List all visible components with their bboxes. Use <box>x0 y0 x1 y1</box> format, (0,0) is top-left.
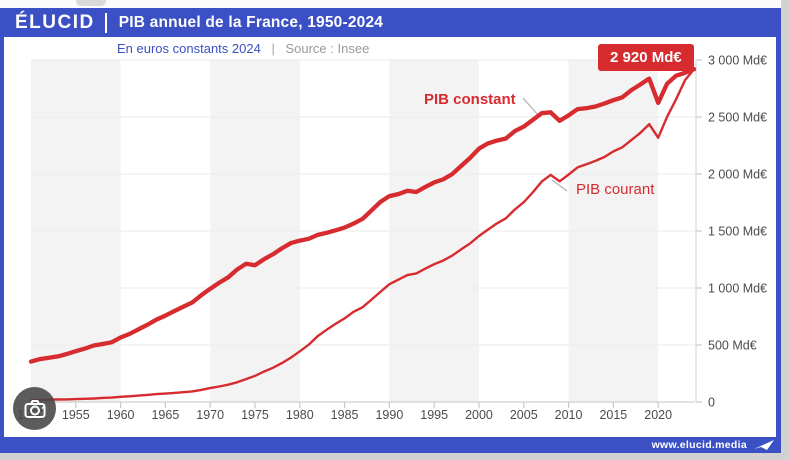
subtitle-unit-note: En euros constants 2024 <box>117 41 261 56</box>
footer-bar: www.elucid.media <box>0 437 789 453</box>
x-tick-label: 1975 <box>241 408 269 422</box>
y-tick-label: 2 500 Md€ <box>708 111 767 125</box>
chart-header: ÉLUCID PIB annuel de la France, 1950-202… <box>0 8 781 37</box>
page-bottom-strip <box>0 453 789 460</box>
card-border-left <box>0 8 4 453</box>
subtitle-source: Source : Insee <box>285 41 370 56</box>
page-top-strip <box>0 0 781 8</box>
elucid-logo: ÉLUCID <box>15 11 95 33</box>
y-tick-label: 500 Md€ <box>708 339 757 353</box>
elucid-logo-icon <box>754 440 774 450</box>
x-tick-label: 2010 <box>555 408 583 422</box>
chart-subtitle: En euros constants 2024 | Source : Insee <box>117 41 369 56</box>
x-tick-label: 1955 <box>62 408 90 422</box>
y-tick-label: 1 500 Md€ <box>708 225 767 239</box>
x-tick-label: 2000 <box>465 408 493 422</box>
pib-constant-line <box>28 66 697 364</box>
x-tick-label: 1970 <box>196 408 224 422</box>
page-right-strip <box>781 0 789 460</box>
x-tick-label: 1990 <box>375 408 403 422</box>
x-tick-label: 2005 <box>510 408 538 422</box>
subtitle-separator: | <box>271 41 275 56</box>
chart-title: PIB annuel de la France, 1950-2024 <box>118 13 384 31</box>
footer-url: www.elucid.media <box>651 439 747 451</box>
screenshot-overlay-button[interactable] <box>13 387 56 430</box>
series-label-pib-courant: PIB courant <box>576 181 655 198</box>
header-divider <box>104 12 107 33</box>
x-tick-label: 2020 <box>644 408 672 422</box>
y-tick-label: 1 000 Md€ <box>708 282 767 296</box>
y-tick-label: 2 000 Md€ <box>708 168 767 182</box>
pib-courant-line <box>29 67 696 402</box>
y-tick-label: 3 000 Md€ <box>708 54 767 68</box>
constant-label-connector <box>522 97 540 117</box>
x-tick-label: 1965 <box>151 408 179 422</box>
browser-tab-hint <box>76 0 106 6</box>
x-tick-label: 2015 <box>599 408 627 422</box>
series-label-pib-constant: PIB constant <box>424 91 516 108</box>
x-tick-label: 1980 <box>286 408 314 422</box>
x-tick-label: 1985 <box>331 408 359 422</box>
courant-label-connector <box>551 179 568 192</box>
card-border-right <box>776 8 781 453</box>
end-value-badge: 2 920 Md€ <box>598 44 694 71</box>
x-tick-label: 1995 <box>420 408 448 422</box>
y-tick-label: 0 <box>708 396 715 410</box>
x-tick-label: 1960 <box>107 408 135 422</box>
camera-icon <box>24 399 45 418</box>
